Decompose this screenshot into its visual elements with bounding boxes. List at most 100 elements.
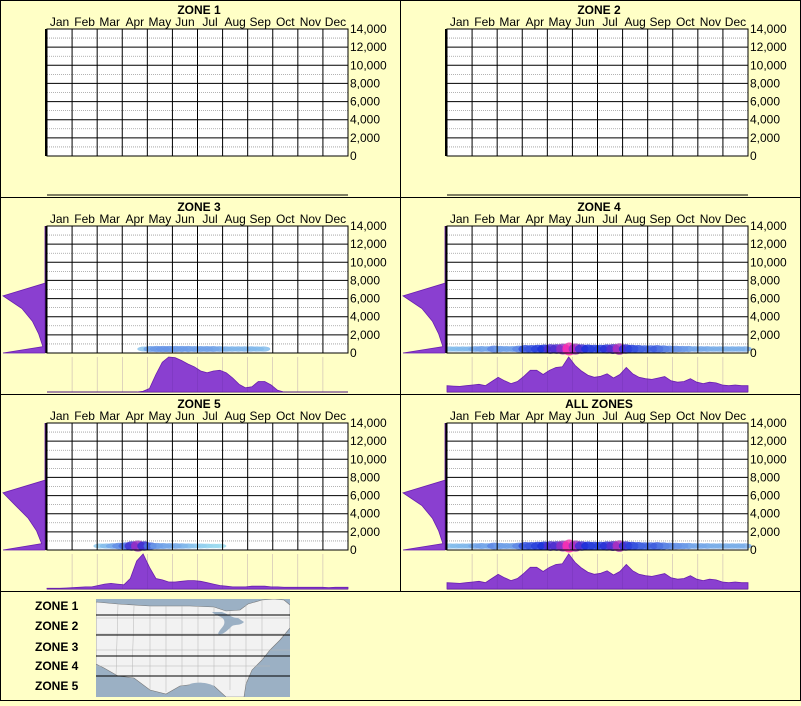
y-tick-label: 6,000 <box>350 489 380 503</box>
month-label: Apr <box>125 409 144 423</box>
y-tick-label: 12,000 <box>750 434 787 448</box>
y-tick-label: 8,000 <box>750 470 780 484</box>
panel-title: ZONE 1 <box>177 3 221 17</box>
month-label: Aug <box>624 409 645 423</box>
month-label: Mar <box>499 15 520 29</box>
zone-panel-4: ZONE 4 Jan Feb Mar Apr May Jun Jul Aug Sep Oct Nov D… <box>400 197 801 395</box>
month-label: Jul <box>202 15 217 29</box>
month-label: Apr <box>125 212 144 226</box>
y-tick-label: 14,000 <box>750 22 787 36</box>
month-label: Jul <box>602 212 617 226</box>
month-label: Sep <box>250 15 272 29</box>
elevation-distribution-area <box>2 423 46 551</box>
y-tick-label: 12,000 <box>350 40 387 54</box>
y-tick-label: 8,000 <box>350 273 380 287</box>
month-label: Feb <box>474 15 495 29</box>
zone-panel-6: ALL ZONES Jan Feb Mar Apr May Jun Jul Aug Sep Oct N… <box>400 394 801 592</box>
month-label: Dec <box>725 212 746 226</box>
month-label: Jan <box>450 409 469 423</box>
month-label: Mar <box>99 212 120 226</box>
legend-zone-2: ZONE 2 <box>35 619 79 633</box>
y-tick-label: 8,000 <box>750 76 780 90</box>
month-label: Nov <box>300 15 321 29</box>
y-tick-label: 10,000 <box>350 58 387 72</box>
month-label: Nov <box>700 15 721 29</box>
y-tick-label: 4,000 <box>350 310 380 324</box>
panel-title: ZONE 3 <box>177 200 221 214</box>
month-label: Jun <box>575 212 594 226</box>
month-label: Jun <box>175 212 194 226</box>
month-label: May <box>549 409 572 423</box>
y-tick-label: 10,000 <box>350 255 387 269</box>
panel-title: ZONE 5 <box>177 397 221 411</box>
month-label: Nov <box>700 212 721 226</box>
y-tick-label: 2,000 <box>350 131 380 145</box>
y-tick-label: 10,000 <box>750 255 787 269</box>
month-label: Oct <box>676 15 695 29</box>
month-label: Apr <box>125 15 144 29</box>
y-tick-label: 14,000 <box>750 219 787 233</box>
month-label: May <box>549 212 572 226</box>
y-tick-label: 12,000 <box>750 40 787 54</box>
month-label: Oct <box>276 212 295 226</box>
month-label: Feb <box>474 212 495 226</box>
zone-panel-2: ZONE 2 Jan Feb Mar Apr May Jun Jul Aug Sep Oct Nov D… <box>400 0 801 198</box>
y-tick-label: 10,000 <box>750 452 787 466</box>
month-label: Mar <box>99 409 120 423</box>
month-label: Aug <box>624 15 645 29</box>
y-tick-label: 2,000 <box>350 525 380 539</box>
month-label: Jun <box>575 15 594 29</box>
y-tick-label: 8,000 <box>350 76 380 90</box>
elevation-distribution-area <box>402 423 446 551</box>
month-label: Nov <box>300 409 321 423</box>
y-tick-label: 8,000 <box>350 470 380 484</box>
month-label: Sep <box>250 409 272 423</box>
month-label: Oct <box>276 409 295 423</box>
month-label: May <box>149 15 172 29</box>
y-tick-label: 6,000 <box>750 95 780 109</box>
month-label: Mar <box>499 212 520 226</box>
y-tick-label: 6,000 <box>750 489 780 503</box>
legend-zone-3: ZONE 3 <box>35 640 79 654</box>
month-label: Sep <box>250 212 272 226</box>
y-tick-label: 0 <box>750 543 757 557</box>
y-tick-label: 14,000 <box>750 416 787 430</box>
zone-panel-1: ZONE 1 Jan Feb Mar Apr May Jun Jul Aug Sep Oct Nov D… <box>0 0 401 198</box>
y-tick-label: 10,000 <box>750 58 787 72</box>
month-label: May <box>549 15 572 29</box>
month-label: Dec <box>725 409 746 423</box>
elevation-distribution-area <box>402 226 446 354</box>
month-label: Jul <box>202 212 217 226</box>
month-label: Jul <box>202 409 217 423</box>
month-label: Dec <box>325 212 346 226</box>
y-tick-label: 6,000 <box>350 292 380 306</box>
month-label: Aug <box>224 212 245 226</box>
month-label: Oct <box>676 212 695 226</box>
month-label: Jan <box>50 15 69 29</box>
month-label: Oct <box>676 409 695 423</box>
month-label: Dec <box>725 15 746 29</box>
panel-title: ALL ZONES <box>565 397 633 411</box>
y-tick-label: 2,000 <box>750 328 780 342</box>
month-label: Aug <box>624 212 645 226</box>
month-label: Feb <box>74 212 95 226</box>
month-label: Jan <box>50 212 69 226</box>
elevation-distribution-area <box>2 226 46 354</box>
y-tick-label: 6,000 <box>750 292 780 306</box>
month-label: Sep <box>650 15 672 29</box>
month-label: May <box>149 409 172 423</box>
month-label: Oct <box>276 15 295 29</box>
month-label: Jul <box>602 409 617 423</box>
y-tick-label: 0 <box>350 543 357 557</box>
y-tick-label: 4,000 <box>750 507 780 521</box>
month-label: Apr <box>525 409 544 423</box>
us-map-icon <box>96 599 290 697</box>
y-tick-label: 10,000 <box>350 452 387 466</box>
month-label: Nov <box>300 212 321 226</box>
heat-cell <box>256 346 271 352</box>
month-label: Sep <box>650 409 672 423</box>
month-label: Jun <box>175 15 194 29</box>
legend-zone-1: ZONE 1 <box>35 599 79 613</box>
month-label: Dec <box>325 15 346 29</box>
